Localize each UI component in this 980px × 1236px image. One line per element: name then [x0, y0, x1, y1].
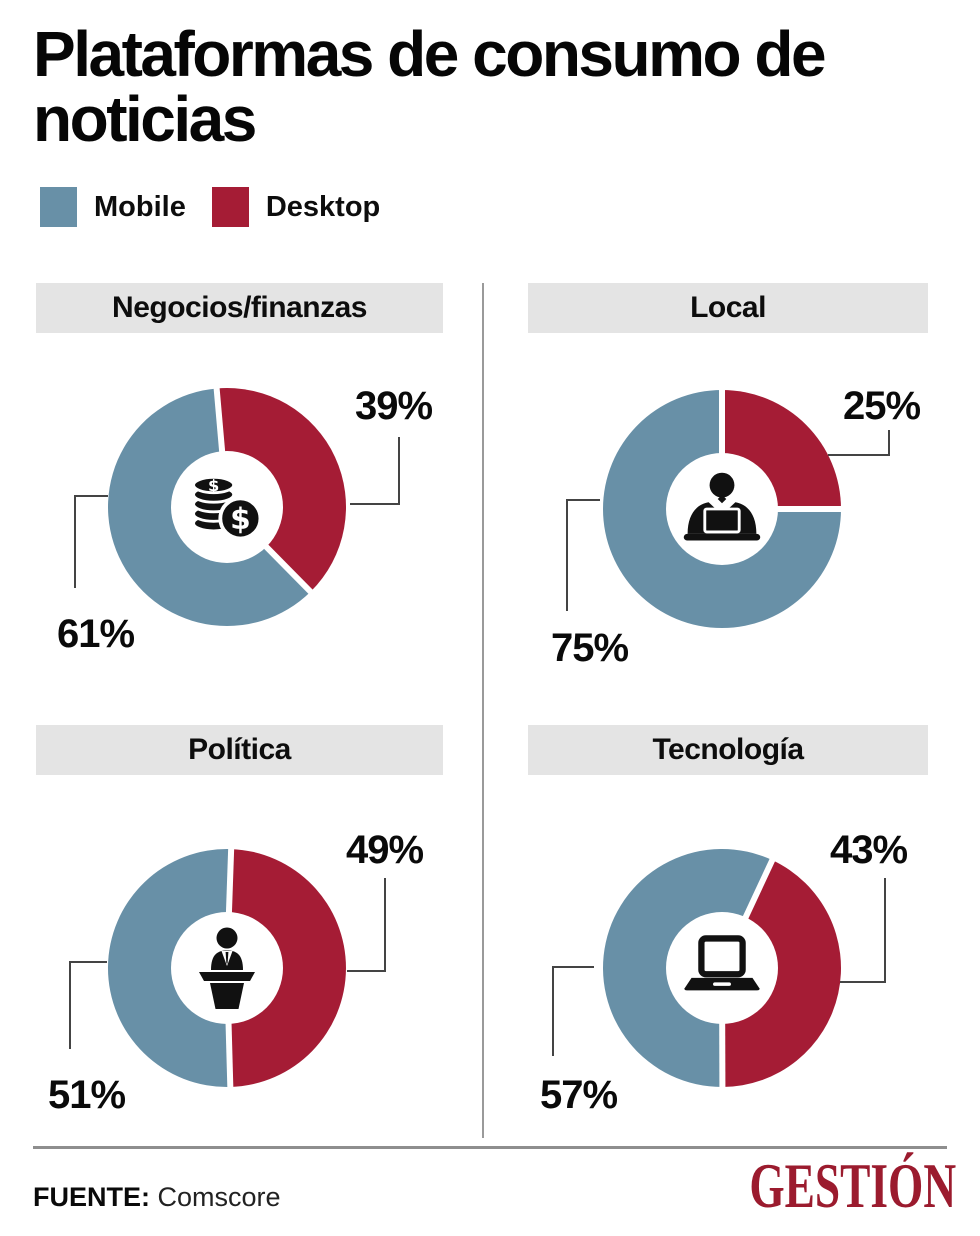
- gestion-logo: GESTIÓN: [749, 1151, 956, 1221]
- desktop-value-label: 39%: [355, 384, 433, 428]
- leader-line: [74, 495, 108, 497]
- leader-line: [828, 454, 890, 456]
- panel-title: Negocios/finanzas: [112, 291, 367, 324]
- leader-line: [884, 878, 886, 983]
- panel-title: Política: [188, 733, 291, 766]
- desktop-value-label: 25%: [843, 384, 921, 428]
- panel-header-politica: Política: [36, 725, 443, 775]
- leader-line: [888, 430, 890, 456]
- leader-line: [398, 437, 400, 505]
- svg-text:$: $: [230, 502, 251, 536]
- leader-line: [840, 981, 886, 983]
- leader-line: [69, 961, 107, 963]
- desktop-value-label: 43%: [830, 828, 908, 872]
- journalist-icon: [679, 466, 765, 552]
- podium-icon: [184, 925, 270, 1011]
- source-name: Comscore: [157, 1182, 281, 1212]
- panel-header-local: Local: [528, 283, 928, 333]
- laptop-icon: [679, 925, 765, 1011]
- leader-line: [69, 961, 71, 1049]
- source-label: FUENTE:: [33, 1182, 150, 1212]
- leader-line: [552, 966, 594, 968]
- leader-line: [74, 495, 76, 588]
- desktop-slice: [216, 387, 347, 592]
- source-line: FUENTE: Comscore: [33, 1182, 281, 1213]
- coins-icon: $ $: [184, 464, 270, 550]
- leader-line: [552, 966, 554, 1056]
- leader-line: [566, 499, 568, 611]
- desktop-slice: [722, 860, 841, 1087]
- page-title: Plataformas de consumo de noticias: [33, 18, 827, 156]
- leader-line: [350, 503, 400, 505]
- leader-line: [384, 878, 386, 972]
- legend-item-desktop: Desktop: [211, 187, 381, 227]
- leader-line: [566, 499, 600, 501]
- leader-line: [347, 970, 386, 972]
- mobile-swatch: [40, 187, 77, 227]
- legend: Mobile Desktop: [40, 187, 380, 227]
- panel-header-negocios-finanzas: Negocios/finanzas: [36, 283, 443, 333]
- footer-divider: [33, 1146, 947, 1149]
- panel-title: Local: [690, 291, 766, 324]
- panel-title: Tecnología: [652, 733, 804, 766]
- desktop-value-label: 49%: [346, 828, 424, 872]
- legend-label-desktop: Desktop: [265, 191, 381, 223]
- mobile-value-label: 57%: [540, 1073, 618, 1117]
- column-divider: [482, 283, 484, 1138]
- mobile-value-label: 75%: [551, 626, 629, 670]
- svg-text:$: $: [208, 476, 219, 495]
- desktop-slice: [227, 849, 346, 1087]
- mobile-value-label: 61%: [57, 612, 135, 656]
- desktop-swatch: [211, 187, 249, 227]
- mobile-value-label: 51%: [48, 1073, 126, 1117]
- panel-header-tecnologia: Tecnología: [528, 725, 928, 775]
- legend-label-mobile: Mobile: [94, 191, 186, 223]
- legend-item-mobile: Mobile: [40, 187, 186, 227]
- mobile-slice: [107, 848, 232, 1087]
